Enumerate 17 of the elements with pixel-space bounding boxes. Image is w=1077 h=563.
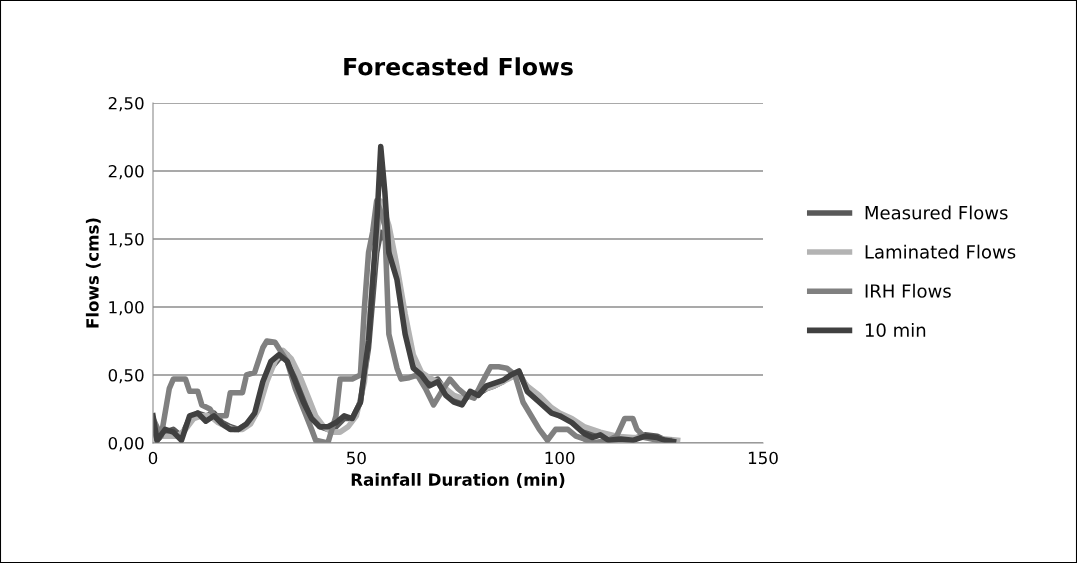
legend-label: Laminated Flows bbox=[865, 244, 1016, 259]
legend-label: IRH Flows bbox=[865, 283, 951, 298]
y-tick-label: 2,00 bbox=[108, 164, 144, 180]
y-tick-label: 0,00 bbox=[108, 436, 144, 452]
y-tick-label: 1,50 bbox=[109, 232, 144, 248]
y-tick-label: 0,50 bbox=[108, 368, 144, 384]
x-tick-label: 100 bbox=[545, 451, 575, 465]
x-tick-label: 0 bbox=[148, 451, 158, 465]
y-axis-title: Flows (cms) bbox=[85, 218, 101, 328]
y-tick-label: 2,50 bbox=[108, 96, 144, 112]
x-tick-label: 150 bbox=[748, 451, 778, 465]
y-tick-label: 1,00 bbox=[109, 300, 144, 316]
x-axis-title: Rainfall Duration (min) bbox=[351, 473, 565, 488]
chart-title: Forecasted Flows bbox=[344, 57, 573, 76]
x-tick-label: 50 bbox=[347, 451, 366, 465]
legend-label: 10 min bbox=[865, 322, 926, 337]
legend-label: Measured Flows bbox=[865, 205, 1008, 220]
